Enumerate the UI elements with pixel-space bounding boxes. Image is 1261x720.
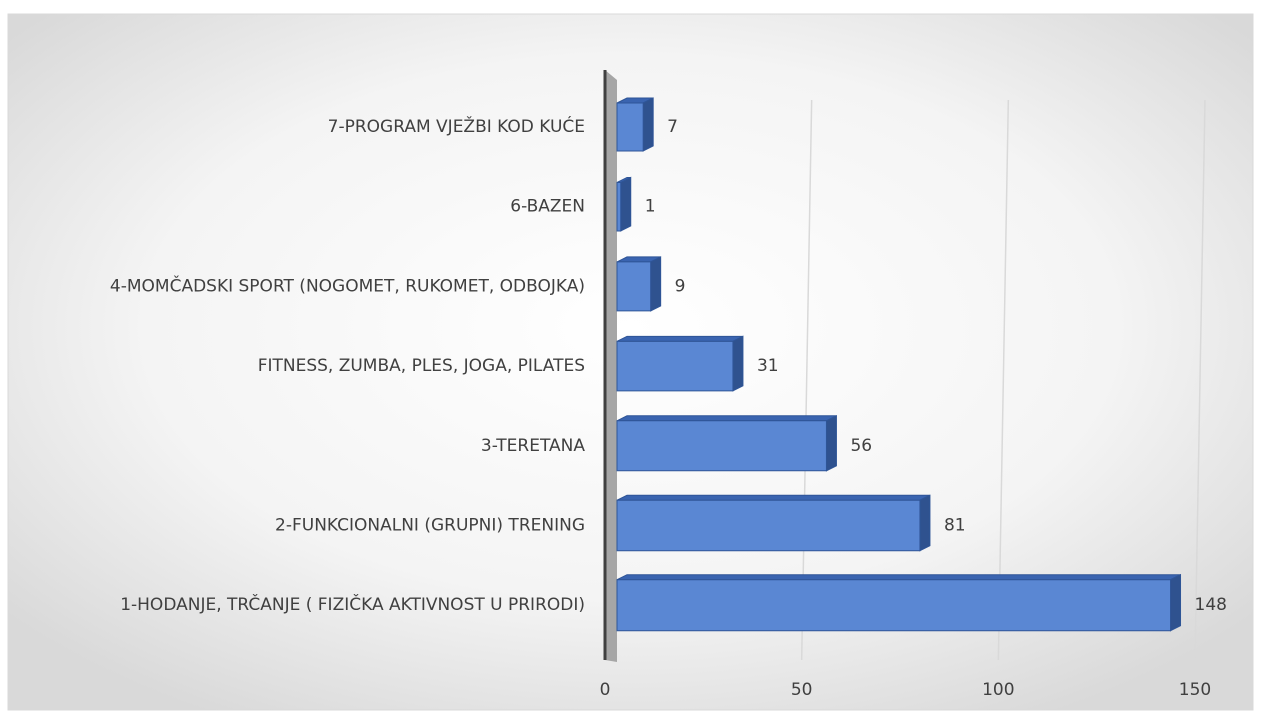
grid-line	[1194, 99, 1206, 661]
data-label: 7	[667, 117, 678, 137]
data-label: 31	[757, 356, 779, 376]
bar-face	[616, 499, 921, 552]
back-wall	[605, 70, 617, 662]
bar	[616, 414, 837, 472]
y-tick-label: 1-HODANJE, TRČANJE ( FIZIČKA AKTIVNOST U…	[120, 593, 585, 615]
bar-face	[616, 335, 744, 342]
bar-face	[620, 176, 632, 232]
bar-face	[825, 414, 837, 472]
data-label: 56	[850, 436, 872, 456]
y-tick-label: FITNESS, ZUMBA, PLES, JOGA, PILATES	[258, 356, 585, 376]
bar	[616, 573, 1182, 632]
data-label: 1	[645, 197, 656, 217]
bar-face	[1170, 573, 1182, 632]
bar-face	[616, 420, 827, 472]
grid-line	[800, 99, 813, 661]
x-tick-label: 150	[1179, 680, 1211, 700]
data-label: 81	[944, 516, 966, 536]
bar-face	[642, 97, 654, 152]
bar	[616, 97, 654, 152]
bar	[616, 494, 931, 552]
y-tick-label: 3-TERETANA	[481, 436, 585, 456]
bar	[616, 176, 632, 232]
x-tick-label: 0	[600, 680, 611, 700]
bar-face	[616, 415, 837, 422]
y-tick-label: 4-MOMČADSKI SPORT (NOGOMET, RUKOMET, ODB…	[110, 274, 585, 296]
bar-face	[616, 340, 734, 392]
grid-line	[997, 99, 1010, 661]
y-tick-label: 6-BAZEN	[510, 197, 585, 217]
x-tick-label: 100	[982, 680, 1014, 700]
y-tick-label: 2-FUNKCIONALNI (GRUPNI) TRENING	[275, 516, 585, 536]
bar-face	[650, 256, 662, 312]
bar-face	[616, 261, 652, 312]
data-label: 9	[675, 276, 686, 296]
data-label: 148	[1195, 595, 1227, 615]
bar-face	[616, 102, 644, 152]
bar-face	[616, 494, 931, 501]
bar-face	[616, 574, 1181, 581]
bar-face	[919, 494, 931, 552]
bar-face	[616, 181, 622, 232]
bar	[616, 335, 744, 392]
x-tick-label: 50	[791, 680, 813, 700]
y-tick-label: 7-PROGRAM VJEŽBI KOD KUĆE	[328, 115, 585, 137]
bar	[616, 256, 662, 312]
bar-face	[732, 335, 744, 392]
bar-face	[616, 579, 1172, 632]
